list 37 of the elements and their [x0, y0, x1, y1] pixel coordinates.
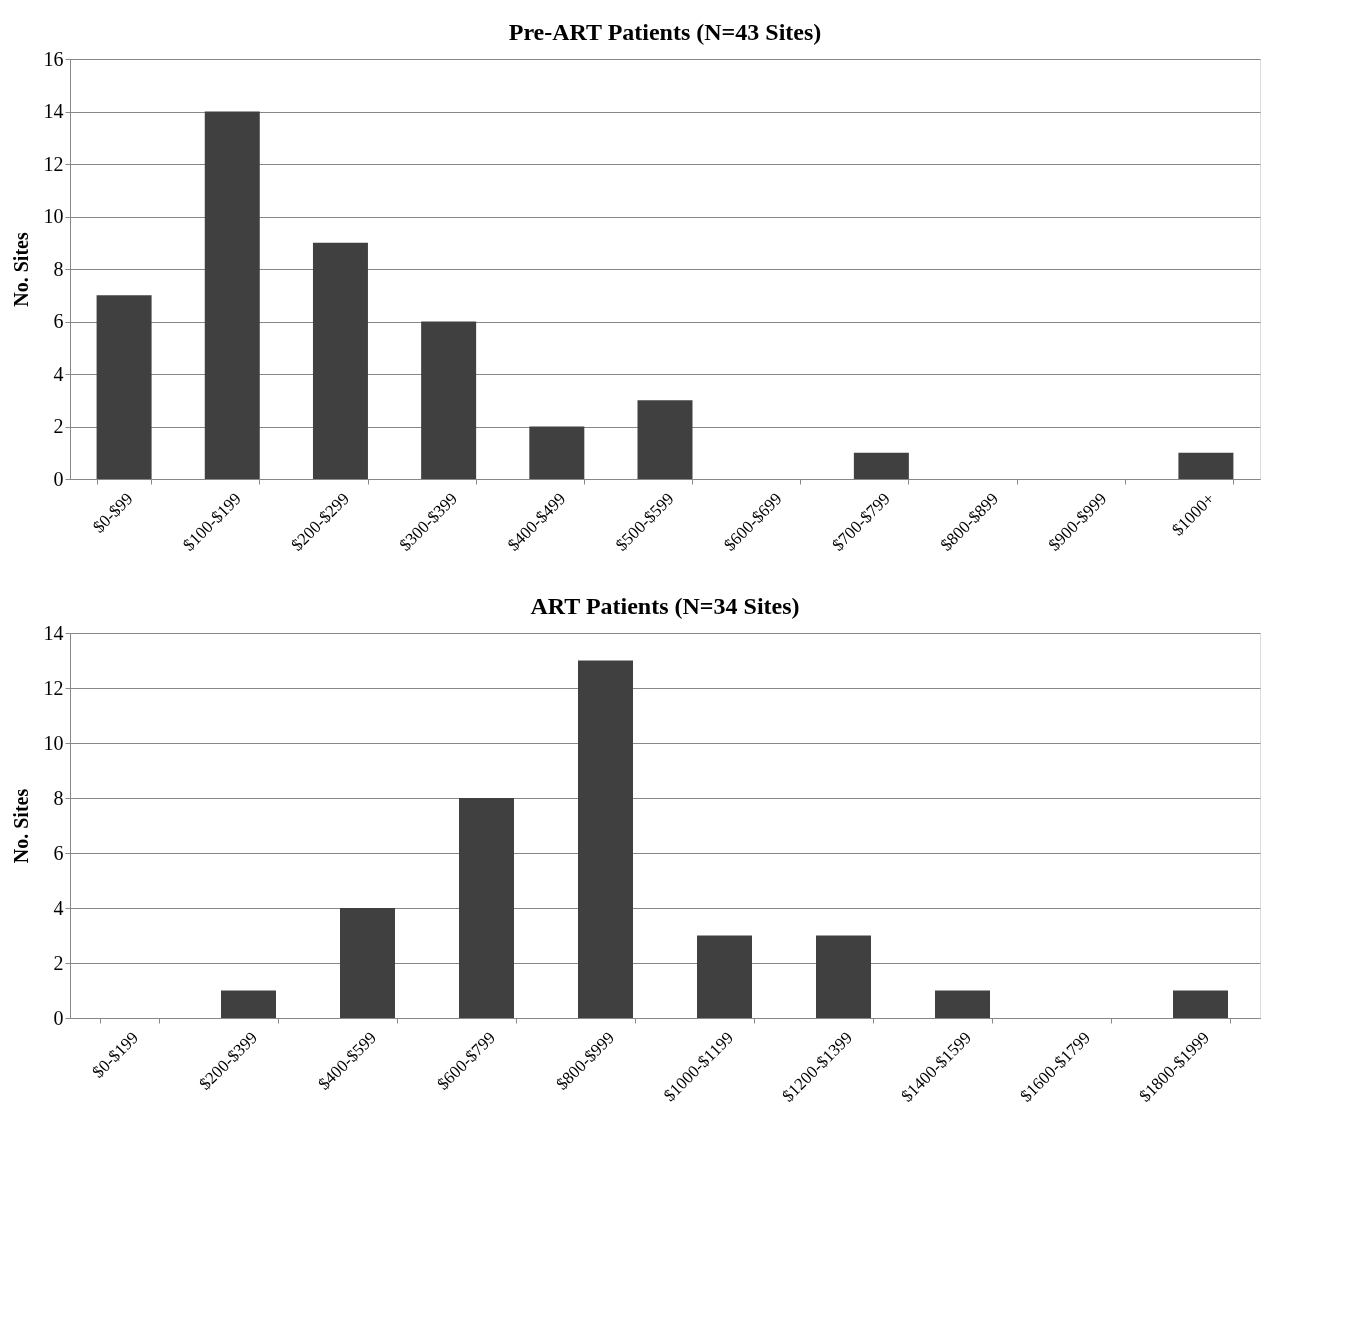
bar	[853, 452, 909, 479]
bar	[340, 908, 395, 1018]
chart-title: Pre-ART Patients (N=43 Sites)	[508, 19, 822, 45]
y-tick-label: 2	[53, 415, 64, 437]
y-tick-label: 8	[53, 786, 64, 809]
bar	[312, 242, 368, 479]
bar	[529, 426, 585, 479]
y-tick-label: 14	[43, 100, 64, 122]
y-tick-label: 6	[53, 841, 64, 864]
y-tick-label: 0	[53, 1006, 64, 1029]
bar	[221, 990, 276, 1018]
y-tick-label: 10	[43, 205, 64, 227]
y-tick-label: 6	[53, 310, 64, 332]
y-tick-label: 4	[53, 896, 64, 919]
bar	[459, 798, 514, 1018]
bar	[578, 660, 633, 1018]
bar	[96, 295, 152, 479]
y-tick-label: 16	[43, 47, 64, 70]
y-tick-label: 8	[53, 257, 64, 280]
chart-title: ART Patients (N=34 Sites)	[530, 593, 800, 619]
bar	[204, 111, 260, 479]
bar	[1178, 452, 1234, 479]
bar	[816, 935, 871, 1018]
y-tick-label: 2	[53, 951, 64, 974]
y-tick-label: 0	[53, 467, 64, 490]
bar	[697, 935, 752, 1018]
y-tick-label: 12	[43, 676, 64, 699]
bar	[637, 400, 693, 479]
y-axis-title: No. Sites	[9, 232, 32, 307]
y-tick-label: 12	[43, 152, 64, 175]
bar	[935, 990, 990, 1018]
y-tick-label: 14	[43, 621, 64, 644]
y-tick-label: 4	[53, 362, 64, 385]
bar	[421, 321, 477, 479]
bar	[1173, 990, 1228, 1018]
y-tick-label: 10	[43, 731, 64, 754]
y-axis-title: No. Sites	[9, 788, 32, 864]
